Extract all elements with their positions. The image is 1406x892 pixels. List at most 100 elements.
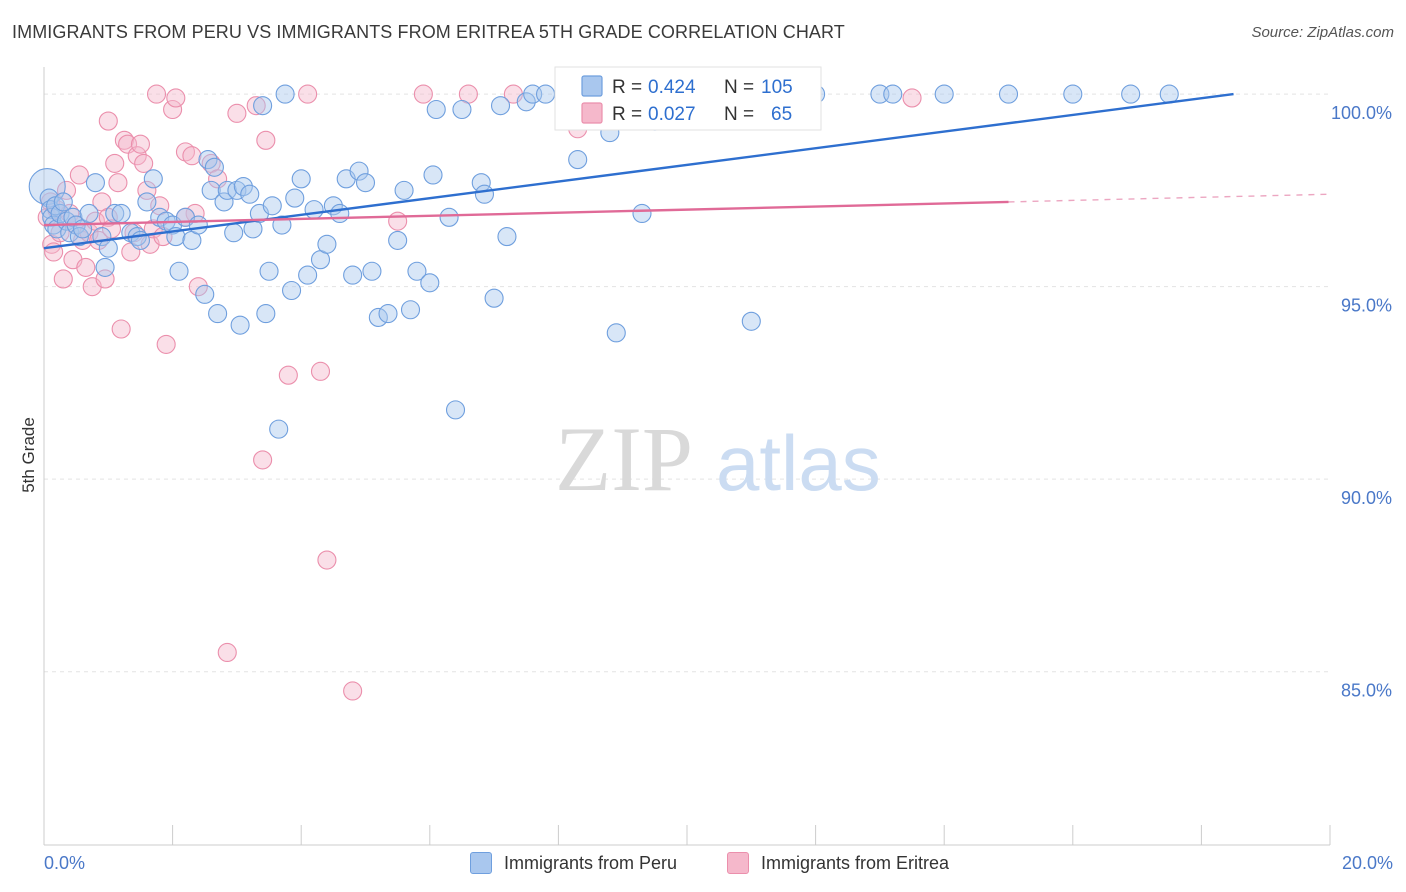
peru-point [1063,84,1083,104]
eritrea-point [130,134,150,154]
peru-point [201,180,221,200]
eritrea-point [156,334,176,354]
peru-point [304,200,324,220]
legend-label-peru: Immigrants from Peru [504,852,678,873]
legend-swatch-peru [470,852,492,874]
peru-point [362,261,382,281]
eritrea-point [137,180,157,200]
peru-point [208,304,228,324]
peru-point [407,261,427,281]
eritrea-point [69,165,89,185]
eritrea-point [76,257,96,277]
watermark-atlas: atlas [716,419,881,507]
peru-point [1159,84,1179,104]
peru-point [253,96,273,116]
stats-r-label-eritrea: R = [612,104,642,125]
peru-point [143,169,163,189]
eritrea-point [227,103,247,123]
eritrea-point [256,130,276,150]
peru-point [741,311,761,331]
peru-point [298,265,318,285]
eritrea-point [246,96,266,116]
peru-point [169,261,189,281]
eritrea-point [95,269,115,289]
eritrea-point [127,146,147,166]
y-tick-label: 95.0% [1341,296,1392,316]
legend-item-peru[interactable]: Immigrants from Peru [470,852,677,874]
peru-point [568,150,588,170]
eritrea-point [278,365,298,385]
watermark-zip: ZIP [555,408,693,510]
peru-point [474,184,495,204]
peru-point [535,84,556,104]
peru-point [400,300,421,320]
eritrea-point [114,130,134,150]
peru-point [217,180,237,200]
peru-point [204,157,224,177]
trend-line-eritrea-extension [1008,193,1331,203]
peru-point [355,173,376,193]
peru-point [423,165,443,185]
watermark: ZIP atlas [555,408,881,510]
eritrea-point [902,88,922,108]
peru-point [79,203,99,224]
peru-point [137,192,157,212]
y-tick-labels: 85.0% 90.0% 95.0% 100.0% [1331,103,1392,701]
stats-box: R = 0.424 N = 105 R = 0.027 N = 65 [554,66,822,131]
trend-line-eritrea [43,200,1009,227]
eritrea-point [105,153,125,173]
eritrea-point [188,277,208,297]
stats-n-label-eritrea: N = [724,104,754,125]
source-label: Source: ZipAtlas.com [1251,24,1394,41]
eritrea-point [413,84,433,104]
eritrea-point [182,146,202,166]
peru-point [259,261,279,281]
peru-point [1121,84,1141,104]
stats-swatch-eritrea [581,102,603,124]
peru-point [256,304,276,324]
stats-n-value-eritrea: 65 [771,104,792,125]
peru-point [233,176,253,197]
peru-point [291,169,311,189]
peru-point [214,192,234,212]
stats-swatch-peru [581,75,603,97]
legend-swatch-eritrea [727,852,749,874]
peru-point [343,265,363,285]
eritrea-point [253,450,273,470]
eritrea-point [98,111,118,131]
peru-point [606,323,626,343]
trend-line-peru [43,92,1234,250]
peru-point [85,173,105,193]
legend-item-eritrea[interactable]: Immigrants from Eritrea [727,852,949,874]
peru-point [195,284,215,304]
peru-point [452,99,472,120]
y-tick-label: 90.0% [1341,488,1392,508]
peru-point [188,215,208,235]
peru-point [224,223,244,243]
eritrea-point [388,211,408,231]
peru-point [98,238,118,258]
eritrea-point [298,84,318,104]
peru-point [262,196,282,216]
peru-point [69,227,89,247]
stats-n-label-peru: N = [724,77,754,98]
peru-point [445,400,466,420]
x-tick-label-max: 20.0% [1342,853,1393,873]
series-peru-points [28,84,1179,439]
eritrea-point [134,153,154,173]
peru-point [282,280,302,301]
x-tick-label-min: 0.0% [44,853,85,873]
peru-point [269,419,289,439]
peru-point [317,234,337,254]
peru-point [388,230,408,250]
y-tick-label: 85.0% [1341,681,1392,701]
eritrea-point [343,681,363,701]
y-axis-label: 5th Grade [19,417,38,493]
stats-r-value-eritrea: 0.027 [648,104,696,125]
peru-point [50,203,70,224]
eritrea-point [56,180,77,200]
peru-point [198,150,218,170]
trend-lines [43,92,1331,250]
eritrea-point [310,361,331,381]
